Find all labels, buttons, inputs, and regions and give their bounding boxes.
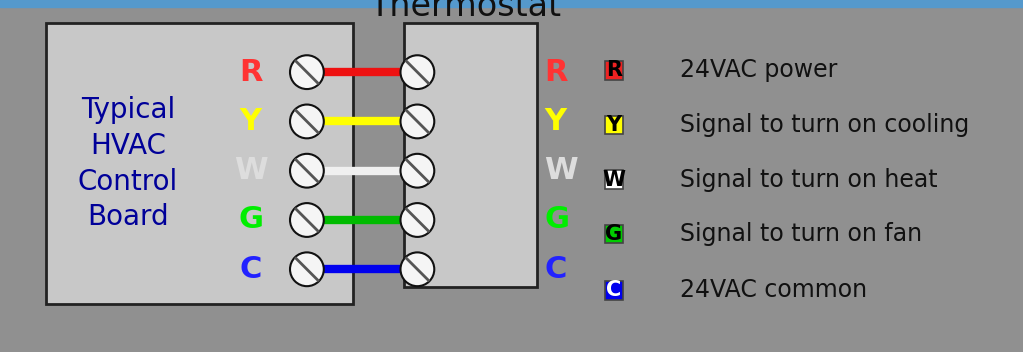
Circle shape — [290, 203, 324, 237]
Text: R: R — [239, 58, 262, 87]
Text: Y: Y — [544, 107, 567, 136]
Circle shape — [290, 55, 324, 89]
Text: Y: Y — [239, 107, 262, 136]
Circle shape — [290, 252, 324, 286]
Text: 24VAC common: 24VAC common — [680, 278, 868, 302]
Circle shape — [290, 105, 324, 138]
Text: Signal to turn on cooling: Signal to turn on cooling — [680, 113, 970, 137]
Circle shape — [400, 105, 435, 138]
Text: Signal to turn on heat: Signal to turn on heat — [680, 168, 938, 191]
Circle shape — [400, 55, 435, 89]
Text: Typical
HVAC
Control
Board: Typical HVAC Control Board — [78, 96, 178, 231]
Text: C: C — [607, 281, 621, 300]
Text: Y: Y — [607, 115, 621, 135]
Text: C: C — [544, 255, 567, 284]
Text: 24VAC power: 24VAC power — [680, 58, 838, 82]
FancyBboxPatch shape — [605, 225, 623, 243]
FancyBboxPatch shape — [605, 116, 623, 134]
Text: W: W — [234, 156, 267, 185]
Circle shape — [400, 203, 435, 237]
Text: W: W — [544, 156, 578, 185]
Bar — [0, 0, 1023, 7]
FancyBboxPatch shape — [605, 281, 623, 300]
Text: G: G — [606, 224, 622, 244]
Text: C: C — [239, 255, 262, 284]
Circle shape — [400, 252, 435, 286]
Text: Thermostat: Thermostat — [369, 0, 562, 23]
FancyBboxPatch shape — [404, 23, 537, 287]
Text: R: R — [606, 61, 622, 80]
Circle shape — [290, 154, 324, 188]
Text: G: G — [544, 206, 569, 234]
Text: Signal to turn on fan: Signal to turn on fan — [680, 222, 923, 246]
Text: G: G — [238, 206, 263, 234]
FancyBboxPatch shape — [46, 23, 353, 304]
Text: R: R — [544, 58, 568, 87]
Circle shape — [400, 154, 435, 188]
FancyBboxPatch shape — [605, 170, 623, 189]
Text: W: W — [603, 170, 625, 189]
FancyBboxPatch shape — [605, 61, 623, 80]
